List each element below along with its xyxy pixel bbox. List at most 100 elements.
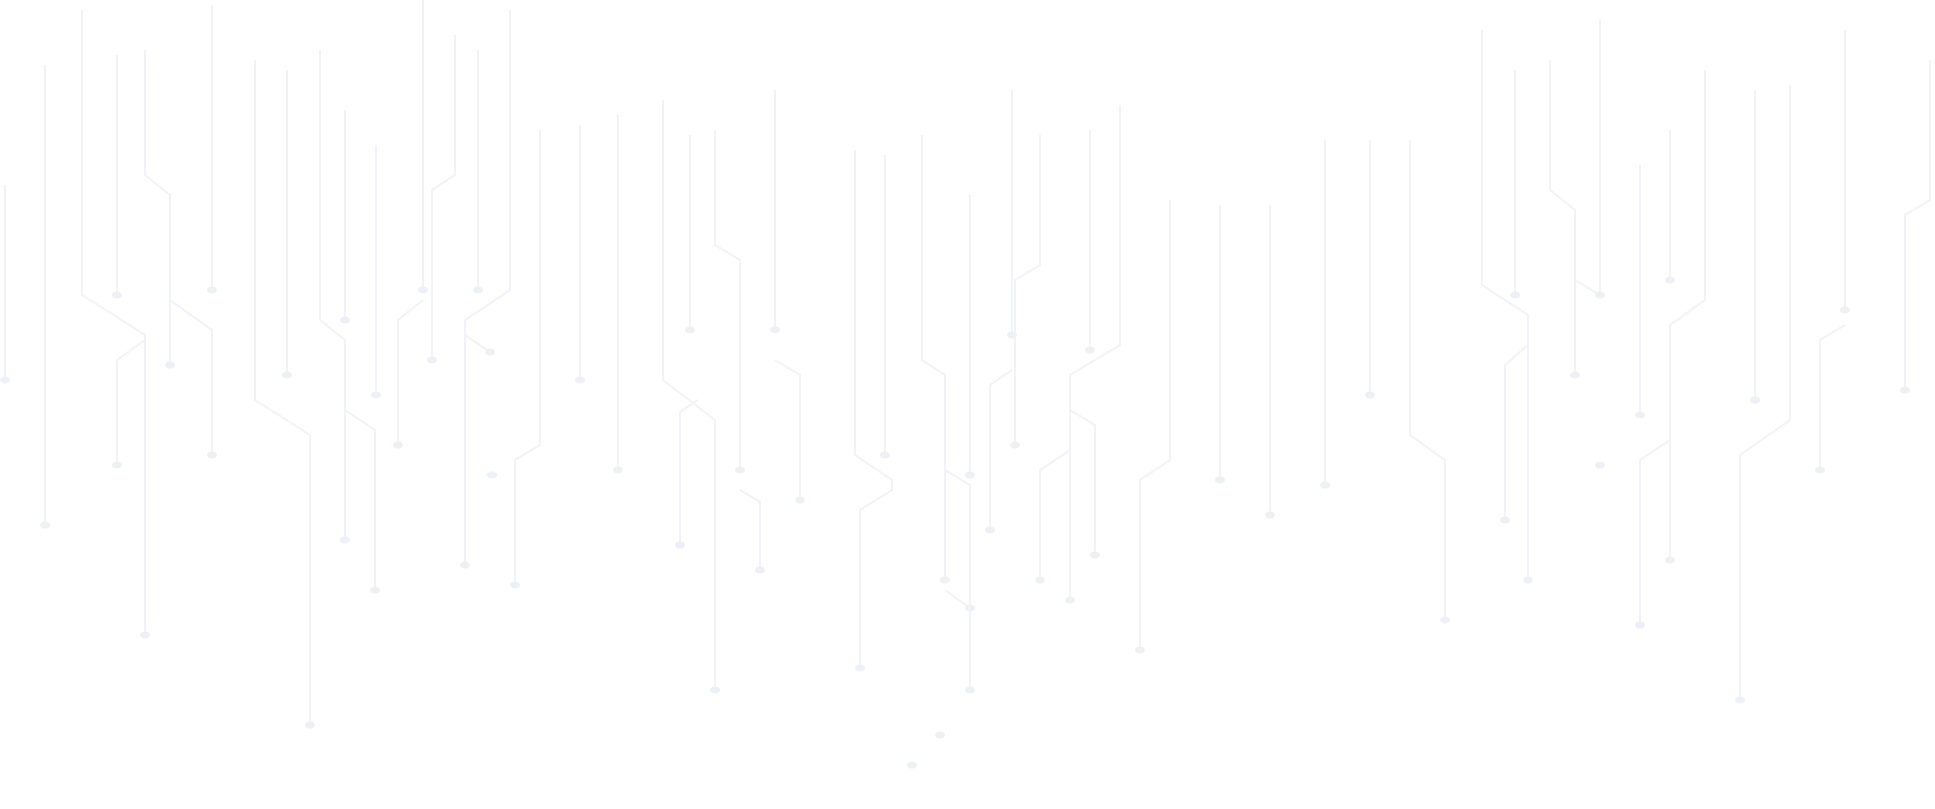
- circuit-node: [575, 376, 585, 384]
- circuit-node: [485, 348, 495, 356]
- circuit-node: [675, 541, 685, 549]
- circuit-node: [880, 451, 890, 459]
- circuit-node: [40, 521, 50, 529]
- circuit-node: [935, 731, 945, 739]
- circuit-node: [1635, 411, 1645, 419]
- circuit-node: [305, 721, 315, 729]
- circuit-trace: [464, 334, 491, 353]
- circuit-trace: [116, 339, 146, 465]
- circuit-node: [985, 526, 995, 534]
- circuit-trace: [1014, 135, 1041, 445]
- circuit-node: [1320, 481, 1330, 489]
- circuit-node: [907, 761, 917, 769]
- circuit-node: [1735, 696, 1745, 704]
- circuit-node: [1010, 441, 1020, 449]
- circuit-node: [965, 471, 975, 479]
- circuit-trace: [714, 130, 741, 470]
- circuit-trace: [1819, 324, 1846, 470]
- circuit-trace: [319, 50, 346, 540]
- circuit-node: [685, 326, 695, 334]
- circuit-node: [1665, 556, 1675, 564]
- circuit-node: [1665, 276, 1675, 284]
- circuit-node: [340, 316, 350, 324]
- circuit-trace: [1504, 344, 1529, 520]
- circuit-node: [460, 561, 470, 569]
- circuit-node: [1595, 291, 1605, 299]
- circuit-node: [1215, 476, 1225, 484]
- circuit-node: [1523, 576, 1533, 584]
- circuit-node: [1090, 551, 1100, 559]
- circuit-node: [940, 576, 950, 584]
- circuit-trace: [169, 299, 213, 455]
- circuit-node: [1365, 391, 1375, 399]
- circuit-node: [207, 286, 217, 294]
- circuit-trace: [1574, 279, 1601, 296]
- circuit-trace: [1069, 409, 1096, 555]
- circuit-node: [795, 496, 805, 504]
- circuit-traces: [0, 0, 1931, 769]
- circuit-node: [371, 391, 381, 399]
- circuit-node: [0, 376, 10, 384]
- circuit-node: [735, 466, 745, 474]
- circuit-node: [140, 631, 150, 639]
- circuit-node: [1815, 466, 1825, 474]
- circuit-node: [370, 586, 380, 594]
- circuit-node: [613, 466, 623, 474]
- circuit-node: [755, 566, 765, 574]
- circuit-node: [855, 664, 865, 672]
- circuit-node: [1500, 516, 1510, 524]
- circuit-node: [487, 471, 497, 479]
- circuit-node: [1750, 396, 1760, 404]
- circuit-trace: [144, 50, 171, 365]
- circuit-node: [1135, 646, 1145, 654]
- circuit-node: [1265, 511, 1275, 519]
- circuit-trace: [1139, 200, 1171, 650]
- circuit-trace: [1669, 70, 1706, 560]
- circuit-node: [473, 286, 483, 294]
- circuit-node: [1900, 386, 1910, 394]
- circuit-node: [112, 291, 122, 299]
- circuit-node: [418, 286, 428, 294]
- circuit-trace: [1069, 105, 1121, 600]
- circuit-trace: [1039, 449, 1071, 580]
- circuit-node: [427, 356, 437, 364]
- circuit-trace: [254, 60, 311, 725]
- circuit-trace: [1481, 30, 1529, 580]
- circuit-node: [207, 451, 217, 459]
- circuit-trace: [679, 399, 699, 545]
- circuit-node: [282, 371, 292, 379]
- circuit-node: [510, 581, 520, 589]
- circuit-trace: [1904, 60, 1931, 390]
- circuit-trace: [514, 130, 541, 585]
- circuit-node: [1570, 371, 1580, 379]
- circuit-trace: [397, 299, 424, 445]
- circuit-trace: [921, 135, 946, 580]
- circuit-node: [710, 686, 720, 694]
- circuit-trace: [944, 589, 971, 609]
- circuit-trace: [944, 469, 971, 690]
- circuit-trace: [431, 35, 456, 360]
- circuit-trace: [1639, 439, 1671, 625]
- circuit-node: [965, 686, 975, 694]
- circuit-node: [1595, 461, 1605, 469]
- circuit-node: [393, 441, 403, 449]
- circuit-node: [1440, 616, 1450, 624]
- circuit-trace: [81, 10, 146, 635]
- circuit-trace: [662, 100, 716, 690]
- circuit-node: [1635, 621, 1645, 629]
- circuit-node: [1085, 346, 1095, 354]
- circuit-node: [165, 361, 175, 369]
- circuit-trace: [464, 10, 511, 565]
- circuit-trace: [989, 369, 1013, 530]
- circuit-node: [340, 536, 350, 544]
- circuit-node: [1510, 291, 1520, 299]
- circuit-trace: [1739, 85, 1791, 700]
- circuit-node: [1840, 306, 1850, 314]
- circuit-node: [770, 326, 780, 334]
- circuit-node: [1065, 596, 1075, 604]
- circuit-trace: [344, 409, 376, 590]
- circuit-trace: [774, 359, 801, 500]
- circuit-trace: [1549, 60, 1576, 375]
- circuit-node: [112, 461, 122, 469]
